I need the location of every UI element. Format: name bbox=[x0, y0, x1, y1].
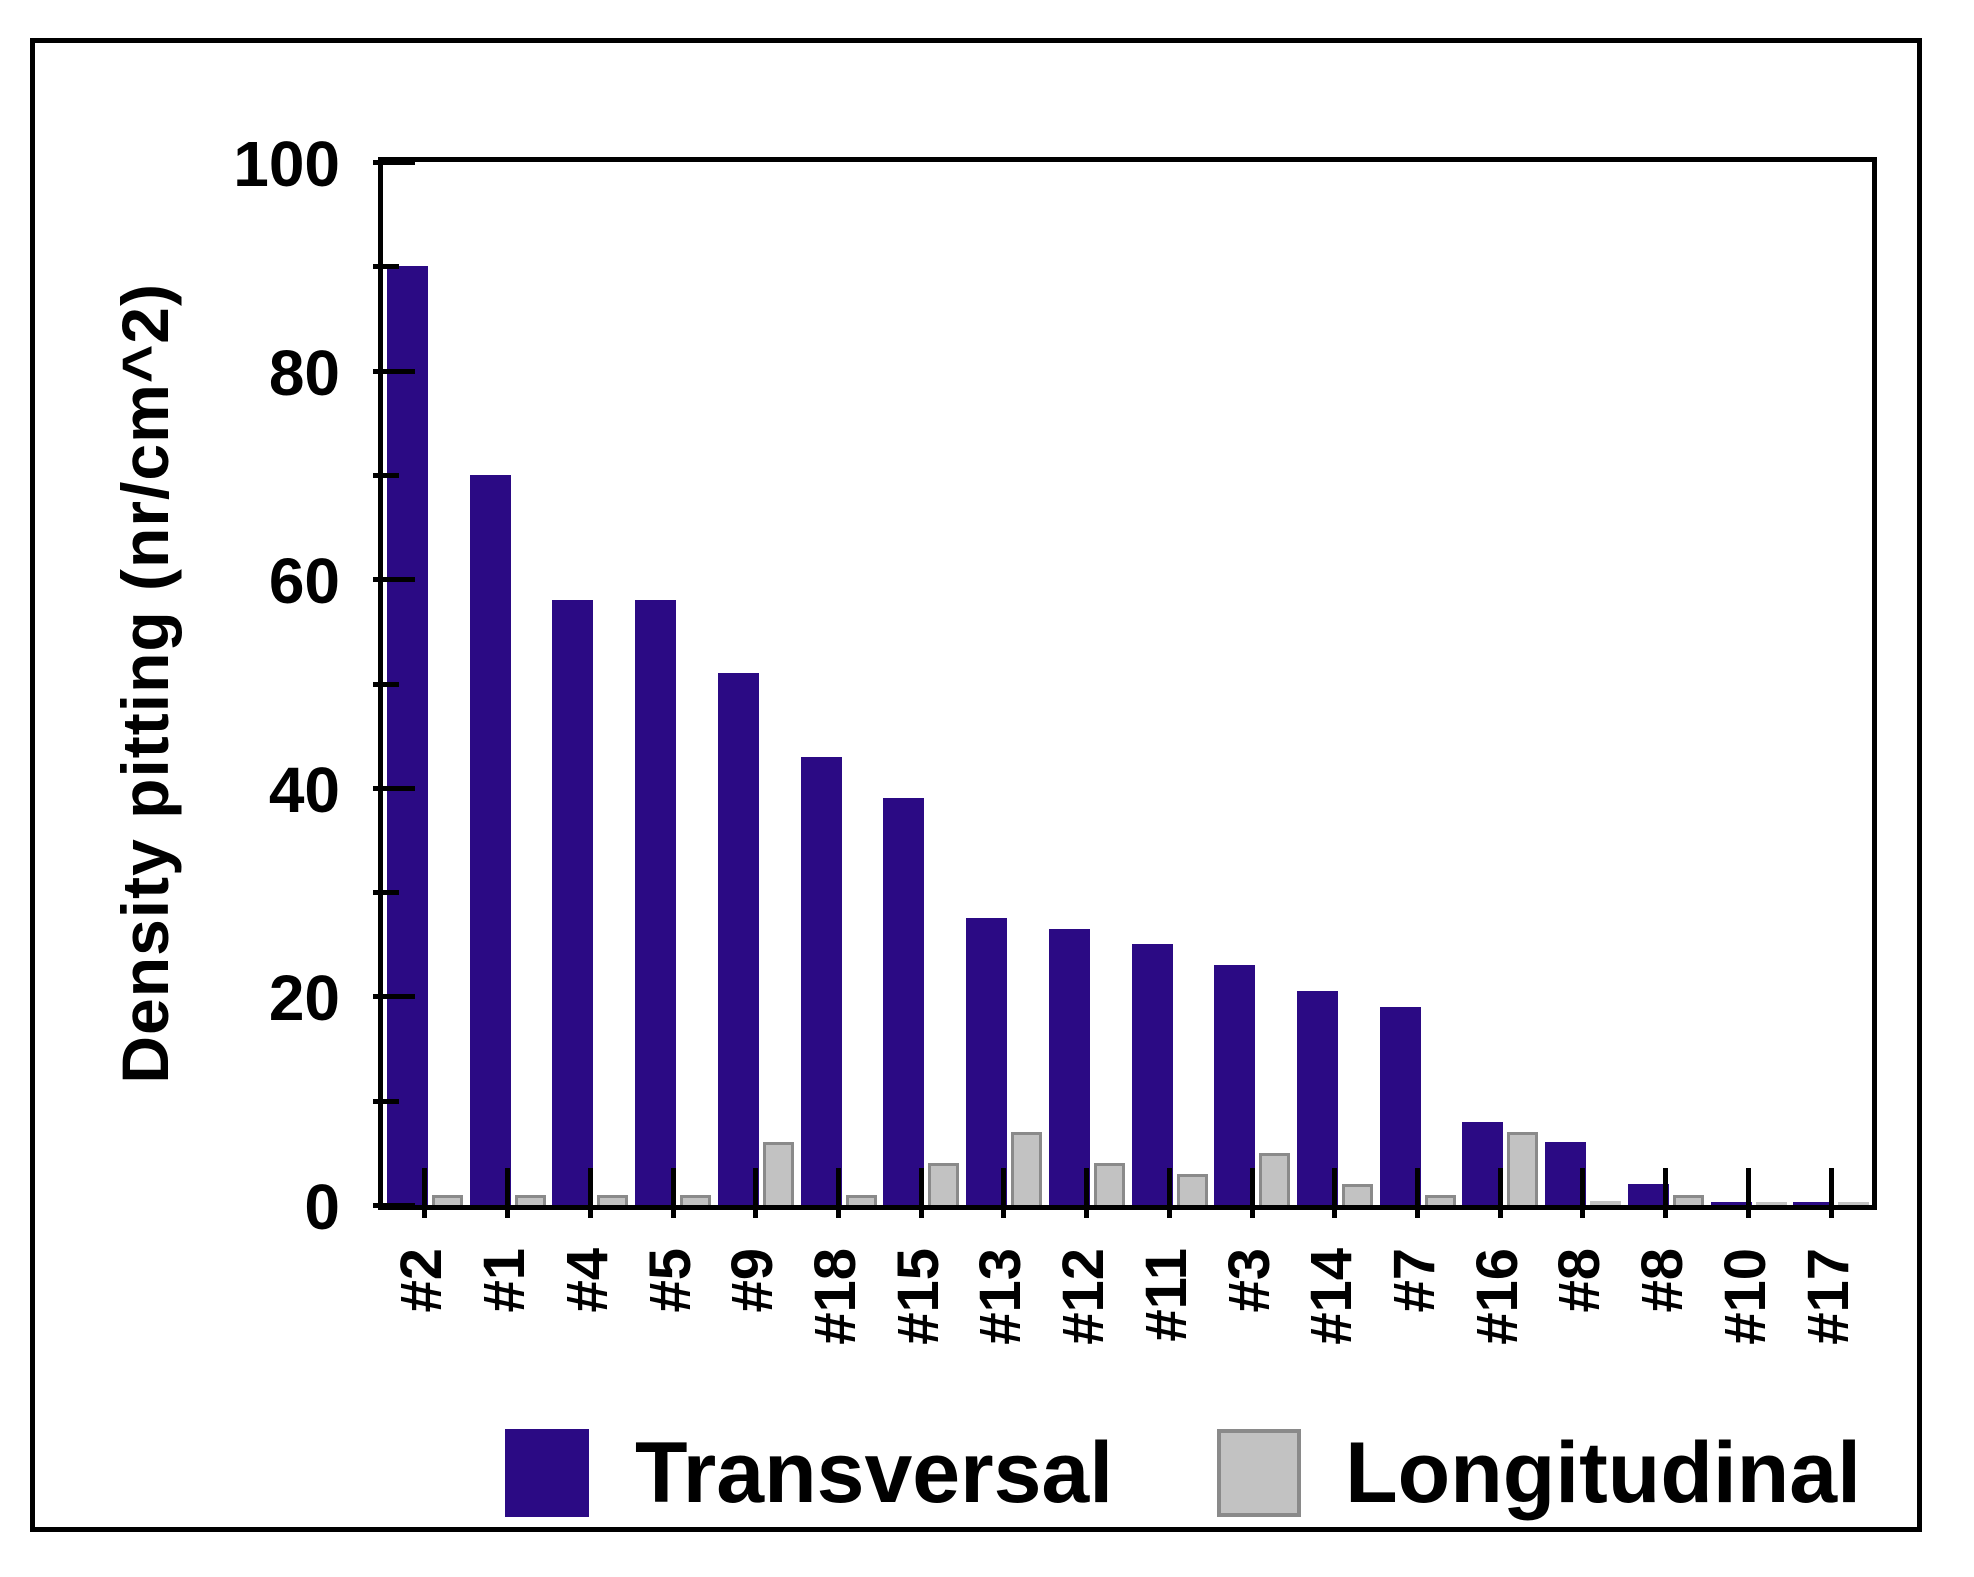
bar-longitudinal-15-6 bbox=[928, 1163, 960, 1205]
x-category-label: #7 bbox=[1382, 1248, 1448, 1313]
bar-longitudinal-4-2 bbox=[597, 1194, 629, 1205]
bars-layer bbox=[383, 162, 1872, 1205]
bar-longitudinal-5-3 bbox=[680, 1194, 712, 1205]
x-category-label: #8 bbox=[1630, 1248, 1696, 1313]
y-axis-tick-label: 0 bbox=[304, 1171, 340, 1243]
x-category-label: #12 bbox=[1051, 1248, 1117, 1345]
y-axis-title: Density pitting (nr/cm^2) bbox=[90, 157, 200, 1210]
bar-transversal-18-5 bbox=[800, 756, 842, 1205]
y-axis-tick-label: 80 bbox=[268, 336, 340, 409]
legend-swatch-longitudinal bbox=[1217, 1429, 1302, 1517]
bar-longitudinal-13-7 bbox=[1011, 1132, 1043, 1205]
outer-frame: Density pitting (nr/cm^2) 0 20 40 60 80 100 #2… bbox=[30, 38, 1922, 1532]
x-category-label: #1 bbox=[472, 1248, 538, 1313]
x-category-label: #18 bbox=[802, 1248, 868, 1345]
x-category-label: #2 bbox=[389, 1248, 455, 1313]
x-axis-tick bbox=[1249, 1168, 1255, 1218]
bar-longitudinal-12-8 bbox=[1093, 1163, 1125, 1205]
bar-transversal-5-3 bbox=[635, 600, 677, 1205]
bar-transversal-14-11 bbox=[1296, 991, 1338, 1205]
y-axis-minor-tick bbox=[373, 264, 399, 270]
x-axis-tick bbox=[670, 1168, 676, 1218]
x-axis-tick bbox=[835, 1168, 841, 1218]
x-axis-tick bbox=[918, 1168, 924, 1218]
x-axis-tick bbox=[1166, 1168, 1172, 1218]
y-axis-major-tick bbox=[373, 1203, 415, 1208]
y-axis-tick-label: 100 bbox=[233, 128, 340, 200]
x-axis-tick bbox=[1415, 1168, 1421, 1218]
y-axis-major-tick bbox=[373, 160, 415, 165]
bar-longitudinal-3-10 bbox=[1259, 1152, 1291, 1205]
bar-longitudinal-2-0 bbox=[432, 1194, 463, 1205]
x-axis-tick bbox=[1745, 1168, 1751, 1218]
bar-transversal-10-16 bbox=[1710, 1201, 1752, 1205]
bar-transversal-12-8 bbox=[1048, 928, 1090, 1205]
x-axis-tick bbox=[753, 1168, 759, 1218]
bar-transversal-7-12 bbox=[1379, 1006, 1421, 1205]
y-axis-major-tick bbox=[373, 994, 415, 1000]
bar-longitudinal-17-17 bbox=[1838, 1201, 1870, 1205]
bar-transversal-8-15 bbox=[1627, 1184, 1669, 1205]
bar-longitudinal-16-13 bbox=[1507, 1132, 1539, 1205]
y-axis-tick-label: 40 bbox=[268, 753, 340, 826]
legend: Transversal Longitudinal bbox=[505, 1423, 1861, 1523]
x-axis-tick bbox=[1828, 1168, 1834, 1218]
x-category-label: #13 bbox=[968, 1248, 1034, 1345]
x-category-label: #4 bbox=[554, 1248, 620, 1313]
y-axis-minor-tick bbox=[373, 472, 399, 478]
bar-transversal-1-1 bbox=[469, 474, 511, 1205]
legend-swatch-transversal bbox=[505, 1429, 589, 1517]
legend-label-transversal: Transversal bbox=[635, 1425, 1114, 1521]
y-axis-tick-label: 60 bbox=[268, 545, 340, 618]
x-axis-tick bbox=[1580, 1168, 1586, 1218]
bar-transversal-2-0 bbox=[387, 266, 428, 1205]
x-category-label: #5 bbox=[637, 1248, 703, 1313]
bar-transversal-3-10 bbox=[1214, 965, 1256, 1205]
x-category-label: #10 bbox=[1712, 1248, 1778, 1345]
bar-transversal-13-7 bbox=[966, 918, 1008, 1205]
y-axis-major-tick bbox=[373, 368, 415, 374]
x-axis-tick bbox=[422, 1168, 428, 1218]
plot-area bbox=[378, 157, 1877, 1210]
bar-longitudinal-10-16 bbox=[1755, 1201, 1787, 1205]
bar-longitudinal-7-12 bbox=[1424, 1194, 1456, 1205]
y-axis-major-tick bbox=[373, 785, 415, 791]
x-category-label: #8 bbox=[1547, 1248, 1613, 1313]
x-axis-tick bbox=[587, 1168, 593, 1218]
y-axis-major-tick bbox=[373, 577, 415, 583]
x-category-label: #14 bbox=[1299, 1248, 1365, 1345]
bar-transversal-4-2 bbox=[552, 600, 594, 1205]
x-category-label: #17 bbox=[1795, 1248, 1861, 1345]
x-axis-tick bbox=[1497, 1168, 1503, 1218]
x-category-label: #15 bbox=[885, 1248, 951, 1345]
y-axis-tick-label: 20 bbox=[268, 962, 340, 1035]
bar-transversal-9-4 bbox=[717, 673, 759, 1205]
y-axis-minor-tick bbox=[373, 681, 399, 687]
legend-label-longitudinal: Longitudinal bbox=[1345, 1425, 1861, 1521]
bar-transversal-16-13 bbox=[1462, 1121, 1504, 1205]
bar-transversal-8-14 bbox=[1545, 1142, 1587, 1205]
x-axis-tick bbox=[505, 1168, 511, 1218]
x-axis-tick bbox=[1084, 1168, 1090, 1218]
bar-transversal-15-6 bbox=[883, 798, 925, 1205]
bar-longitudinal-8-14 bbox=[1590, 1200, 1622, 1205]
bar-longitudinal-9-4 bbox=[762, 1142, 794, 1205]
y-axis-minor-tick bbox=[373, 1098, 399, 1104]
bar-longitudinal-14-11 bbox=[1341, 1184, 1373, 1205]
bar-longitudinal-8-15 bbox=[1672, 1194, 1704, 1205]
x-category-label: #3 bbox=[1216, 1248, 1282, 1313]
bar-transversal-17-17 bbox=[1793, 1201, 1835, 1205]
bar-longitudinal-1-1 bbox=[514, 1194, 546, 1205]
x-axis-tick bbox=[1332, 1168, 1338, 1218]
x-axis-tick bbox=[1001, 1168, 1007, 1218]
bar-transversal-11-9 bbox=[1131, 944, 1173, 1205]
bar-longitudinal-18-5 bbox=[845, 1194, 877, 1205]
y-axis-minor-tick bbox=[373, 890, 399, 896]
bar-longitudinal-11-9 bbox=[1176, 1173, 1208, 1205]
x-category-label: #9 bbox=[720, 1248, 786, 1313]
x-category-label: #11 bbox=[1133, 1248, 1199, 1342]
x-axis-tick bbox=[1663, 1168, 1669, 1218]
x-category-label: #16 bbox=[1464, 1248, 1530, 1345]
